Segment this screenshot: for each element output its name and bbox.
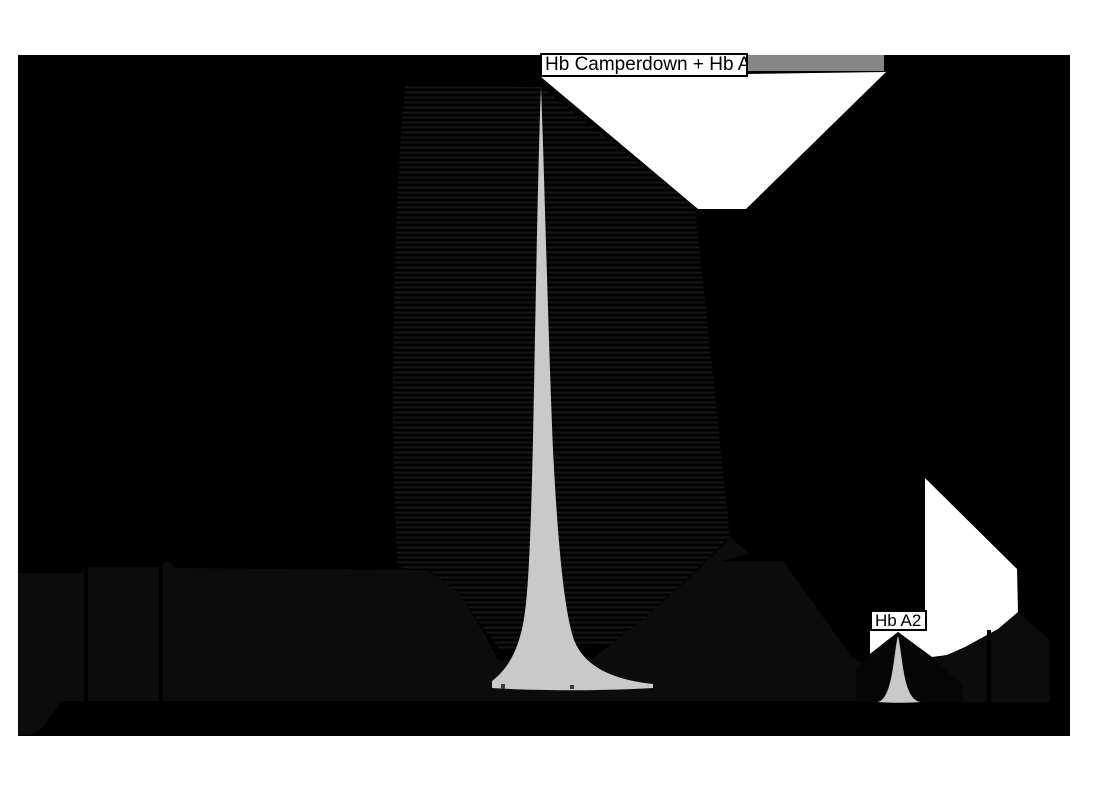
trace-gap-line-1 (84, 567, 88, 701)
main-peak (492, 87, 653, 691)
trace-mound-a2 (856, 632, 962, 702)
main-peak-callout (541, 72, 886, 209)
trace-gap-line-3 (987, 630, 991, 702)
main-peak-label: Hb Camperdown + Hb A (540, 53, 748, 77)
baseline-tick-1 (501, 684, 505, 689)
minor-peak (877, 636, 921, 703)
trace-gap-line-2 (159, 561, 163, 701)
striped-envelope (392, 86, 730, 650)
minor-peak-label: Hb A2 (870, 610, 927, 631)
trace-band-middle (497, 538, 864, 701)
minor-peak-callout (870, 478, 1018, 657)
label-tag-bar (748, 55, 884, 71)
trace-band-left (18, 561, 497, 735)
baseline-tick-2 (570, 685, 574, 689)
